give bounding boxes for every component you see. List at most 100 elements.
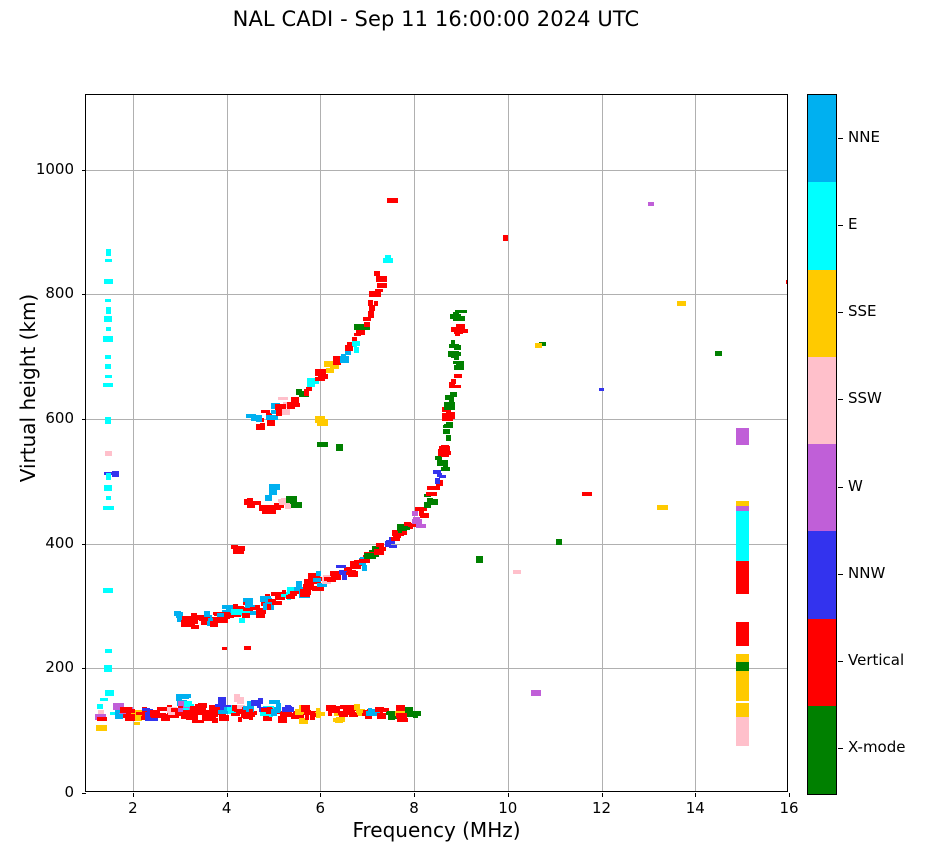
echo-point <box>395 705 405 712</box>
echo-point <box>103 279 113 285</box>
echo-point <box>99 698 108 702</box>
echo-point <box>94 713 106 720</box>
echo-point <box>266 707 274 714</box>
echo-point <box>353 559 361 565</box>
echo-point <box>582 491 593 496</box>
echo-point <box>375 707 385 713</box>
gridline-vertical <box>414 95 416 791</box>
gridline-vertical <box>226 95 228 791</box>
echo-point <box>187 622 195 628</box>
echo-point <box>373 301 378 307</box>
echo-point <box>272 601 282 605</box>
y-tick-label: 400 <box>45 533 74 552</box>
echo-point <box>113 703 125 711</box>
echo-point <box>404 706 413 713</box>
echo-point <box>186 714 199 721</box>
echo-point <box>372 545 380 552</box>
echo-point <box>234 693 241 700</box>
echo-point <box>367 310 374 318</box>
colorbar-tick <box>838 312 843 314</box>
echo-point <box>296 389 303 396</box>
echo-point <box>418 510 424 517</box>
gridline-vertical <box>601 95 603 791</box>
echo-point <box>207 617 213 621</box>
echo-point <box>303 584 315 591</box>
x-tick-label: 16 <box>779 799 799 817</box>
x-tick-label: 6 <box>315 799 326 817</box>
echo-point <box>136 711 146 715</box>
echo-point <box>242 706 254 711</box>
echo-point <box>194 703 206 710</box>
echo-point <box>246 414 257 419</box>
echo-point <box>316 419 328 426</box>
echo-point <box>446 434 452 441</box>
gridline-horizontal <box>86 294 787 296</box>
echo-point <box>438 474 446 478</box>
echo-point <box>282 589 287 596</box>
colorbar-label-e: E <box>848 214 858 233</box>
echo-point <box>210 620 218 627</box>
echo-point <box>385 539 395 544</box>
echo-point <box>266 418 275 426</box>
echo-point <box>238 617 245 623</box>
echo-point <box>261 507 271 515</box>
gridline-horizontal <box>86 543 787 545</box>
echo-point <box>257 697 263 704</box>
echo-point <box>436 459 448 466</box>
echo-point <box>271 708 278 716</box>
echo-point <box>269 699 280 704</box>
echo-point <box>218 616 224 622</box>
echo-point <box>453 311 460 315</box>
colorbar-band-nne <box>808 95 836 183</box>
echo-point <box>230 608 242 615</box>
echo-point <box>104 375 112 379</box>
colorbar-label-w: W <box>848 476 863 495</box>
echo-point <box>387 710 396 714</box>
y-tick-label: 200 <box>45 658 74 677</box>
colorbar-band-w <box>808 444 836 532</box>
echo-point <box>319 711 325 715</box>
echo-point <box>329 364 339 369</box>
echo-point <box>312 379 319 385</box>
echo-point <box>191 719 204 723</box>
echo-point <box>715 351 723 357</box>
echo-point <box>204 611 211 618</box>
echo-point <box>236 606 245 610</box>
echo-point <box>325 367 334 373</box>
y-tick <box>82 294 86 296</box>
echo-point <box>296 581 303 588</box>
colorbar-label-nne: NNE <box>848 127 880 146</box>
echo-point <box>191 624 200 629</box>
echo-point <box>392 530 405 537</box>
echo-point <box>269 490 278 496</box>
echo-point <box>476 555 484 563</box>
echo-point <box>391 537 401 542</box>
echo-point <box>249 610 258 615</box>
echo-point <box>304 713 309 720</box>
x-tick <box>132 793 134 797</box>
echo-point <box>332 355 342 361</box>
echo-point <box>196 708 205 716</box>
echo-point <box>250 606 260 610</box>
echo-point <box>444 395 450 401</box>
echo-point <box>735 536 749 564</box>
colorbar-band-ssw <box>808 356 836 445</box>
echo-point <box>251 417 259 421</box>
echo-point <box>502 235 508 242</box>
echo-point <box>180 693 191 698</box>
echo-point <box>385 540 392 547</box>
echo-point <box>278 500 288 506</box>
echo-point <box>274 706 282 713</box>
echo-point <box>335 564 346 568</box>
echo-point <box>307 382 316 387</box>
echo-point <box>735 717 749 747</box>
echo-point <box>259 423 265 428</box>
echo-point <box>412 510 419 516</box>
echo-point <box>427 498 434 503</box>
echo-point <box>315 708 320 712</box>
echo-point <box>350 709 355 716</box>
echo-point <box>375 275 387 282</box>
echo-point <box>735 653 749 665</box>
echo-point <box>435 470 441 474</box>
echo-point <box>182 709 195 717</box>
